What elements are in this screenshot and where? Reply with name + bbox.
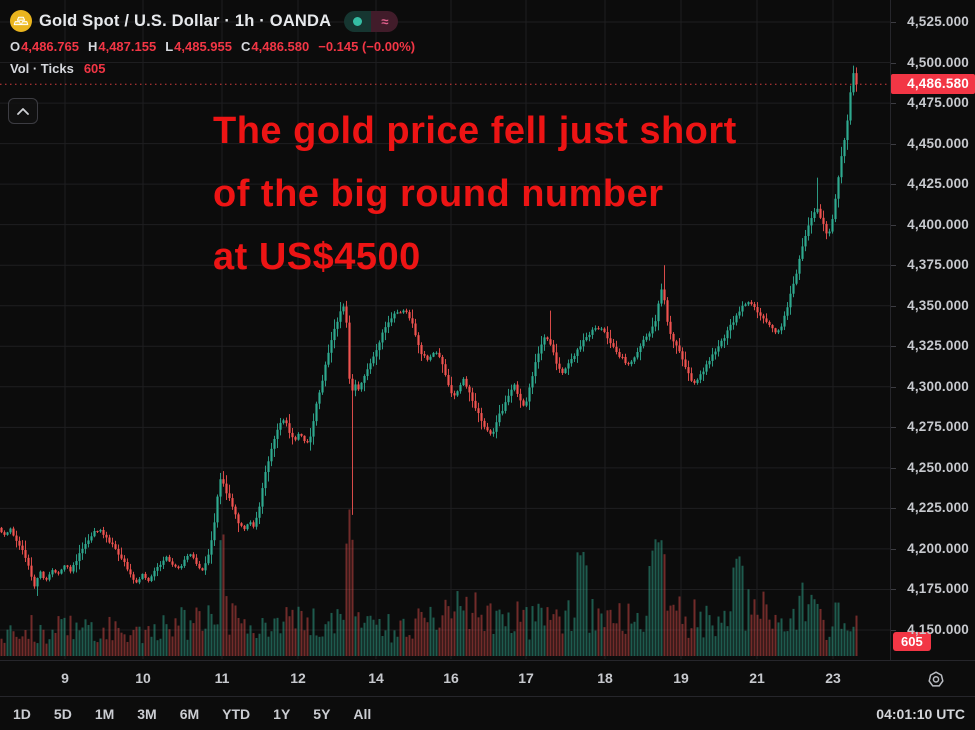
chart-svg xyxy=(0,0,890,659)
price-tick-label: 4,525.000 xyxy=(907,14,969,29)
price-tick-mark xyxy=(891,467,896,469)
volume-label: Vol · Ticks xyxy=(10,61,74,76)
price-tick-mark xyxy=(891,346,896,348)
price-tick-label: 4,150.000 xyxy=(907,621,969,637)
price-tick-label: 4,500.000 xyxy=(907,54,969,70)
annotation-line: of the big round number xyxy=(213,173,664,215)
time-tick-label: 10 xyxy=(135,670,151,686)
price-axis[interactable]: 4,486.580 605 4,525.000 4,500.000 4,475.00… xyxy=(890,0,975,660)
last-price-badge: 4,486.580 xyxy=(891,74,975,94)
price-tick-label: 4,200.000 xyxy=(907,540,969,556)
range-toolbar: 1D 5D 1M 3M 6M YTD 1Y 5Y All 04:01:10 UTC xyxy=(0,698,975,730)
price-tick-label: 4,325.000 xyxy=(907,338,969,354)
time-tick-label: 12 xyxy=(290,670,306,686)
range-button-ytd[interactable]: YTD xyxy=(219,704,253,724)
price-tick-mark xyxy=(891,548,896,550)
price-tick-mark xyxy=(891,184,896,186)
open-value: 4,486.765 xyxy=(21,39,79,54)
change-value: −0.145 (−0.00%) xyxy=(318,39,416,54)
price-tick-label: 4,450.000 xyxy=(907,135,969,151)
time-tick-label: 9 xyxy=(61,670,69,686)
range-button-5d[interactable]: 5D xyxy=(51,704,75,724)
price-tick-label: 4,400.000 xyxy=(907,216,969,232)
ohlc-row: O 4,486.765 H 4,487.155 L 4,485.955 C 4,486.… xyxy=(10,39,415,54)
range-button-all[interactable]: All xyxy=(350,704,374,724)
price-tick-label: 4,475.000 xyxy=(907,95,969,111)
price-tick-label: 4,425.000 xyxy=(907,176,969,192)
price-tick-mark xyxy=(891,62,896,64)
price-tick-mark xyxy=(891,305,896,307)
range-buttons: 1D 5D 1M 3M 6M YTD 1Y 5Y All xyxy=(10,704,374,724)
chart-header: Gold Spot / U.S. Dollar · 1h · OANDA ≈ O… xyxy=(10,9,415,76)
gold-bars-icon xyxy=(10,10,32,32)
low-value: 4,485.955 xyxy=(174,39,232,54)
price-chart-canvas[interactable] xyxy=(0,0,890,660)
annotation-text: The gold price fell just short of the bi… xyxy=(213,100,737,289)
time-tick-label: 21 xyxy=(749,670,765,686)
price-tick-label: 4,225.000 xyxy=(907,500,969,516)
price-tick-label: 4,350.000 xyxy=(907,297,969,313)
volume-badge: 605 xyxy=(893,632,931,651)
chevron-up-icon xyxy=(17,107,29,115)
low-label: L xyxy=(165,39,174,54)
time-tick-label: 11 xyxy=(214,670,230,686)
range-button-5y[interactable]: 5Y xyxy=(310,704,333,724)
price-tick-label: 4,250.000 xyxy=(907,459,969,475)
price-tick-mark xyxy=(891,589,896,591)
open-label: O xyxy=(10,39,21,54)
symbol-title[interactable]: Gold Spot / U.S. Dollar · 1h · OANDA xyxy=(39,11,332,30)
range-button-1y[interactable]: 1Y xyxy=(270,704,293,724)
price-tick-label: 4,275.000 xyxy=(907,419,969,435)
close-label: C xyxy=(241,39,251,54)
price-tick-mark xyxy=(891,224,896,226)
collapse-panel-button[interactable] xyxy=(8,98,38,124)
time-axis[interactable]: 9 10 11 12 14 16 17 18 19 21 23 xyxy=(0,660,975,697)
price-tick-label: 4,175.000 xyxy=(907,581,969,597)
price-tick-mark xyxy=(891,508,896,510)
price-tick-label: 4,375.000 xyxy=(907,257,969,273)
indicator-toggle-pill[interactable]: ≈ xyxy=(344,10,399,32)
time-tick-label: 18 xyxy=(597,670,613,686)
close-value: 4,486.580 xyxy=(251,39,310,54)
high-value: 4,487.155 xyxy=(98,39,157,54)
time-tick-label: 16 xyxy=(443,670,459,686)
timezone-clock[interactable]: 04:01:10 UTC xyxy=(876,706,965,722)
range-button-6m[interactable]: 6M xyxy=(177,704,202,724)
toggle-wave-icon[interactable]: ≈ xyxy=(371,10,399,32)
time-tick-label: 17 xyxy=(518,670,534,686)
volume-row: Vol · Ticks 605 xyxy=(10,61,415,76)
price-tick-mark xyxy=(891,103,896,105)
price-tick-label: 4,300.000 xyxy=(907,378,969,394)
price-tick-mark xyxy=(891,629,896,631)
volume-value: 605 xyxy=(83,61,106,76)
price-tick-mark xyxy=(891,427,896,429)
annotation-line: at US$4500 xyxy=(213,236,421,278)
price-tick-mark xyxy=(891,386,896,388)
price-tick-mark xyxy=(891,265,896,267)
toggle-dot-icon[interactable] xyxy=(344,10,372,32)
settings-gear-icon[interactable] xyxy=(925,669,947,691)
time-tick-label: 14 xyxy=(368,670,384,686)
range-button-3m[interactable]: 3M xyxy=(134,704,159,724)
time-tick-label: 19 xyxy=(673,670,689,686)
range-button-1d[interactable]: 1D xyxy=(10,704,34,724)
high-label: H xyxy=(87,39,98,54)
price-tick-mark xyxy=(891,22,896,23)
time-tick-label: 23 xyxy=(825,670,841,686)
range-button-1m[interactable]: 1M xyxy=(92,704,117,724)
price-tick-mark xyxy=(891,143,896,145)
annotation-line: The gold price fell just short xyxy=(213,110,737,152)
